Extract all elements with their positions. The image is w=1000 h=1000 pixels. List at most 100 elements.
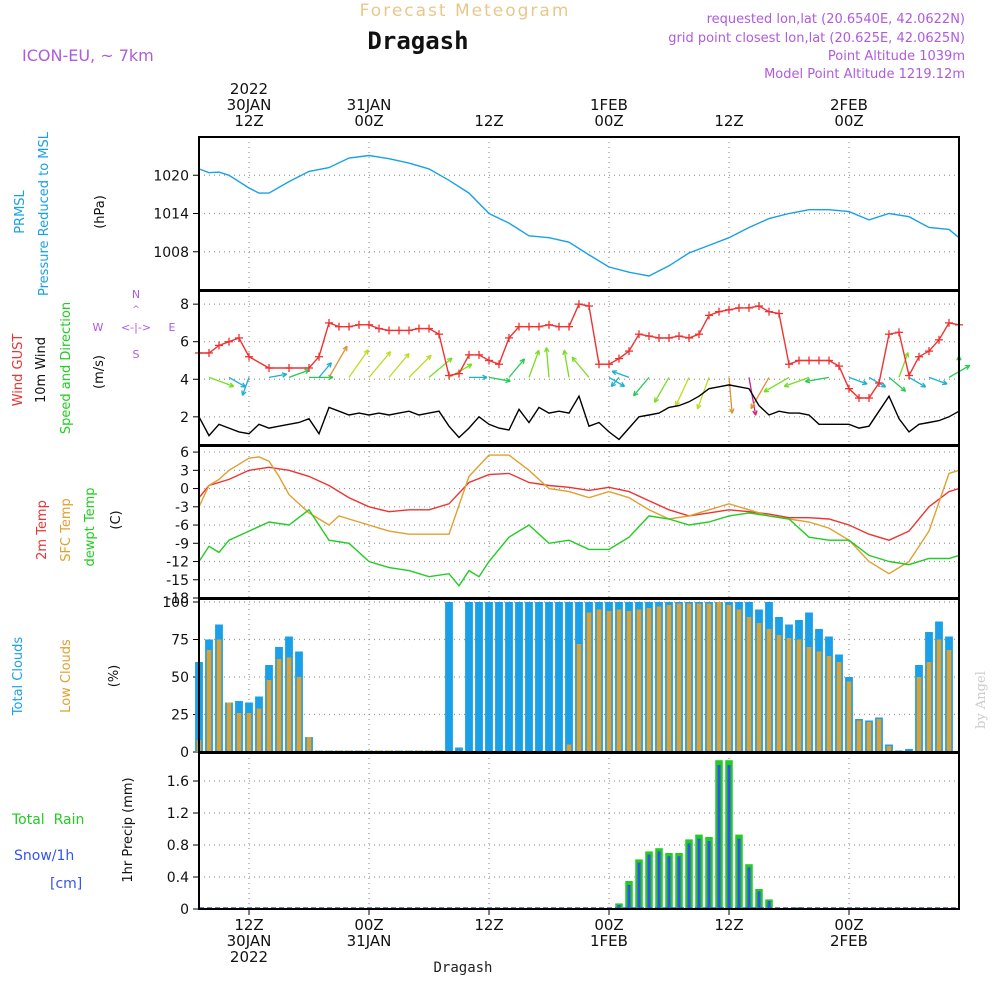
gust-marker	[715, 307, 723, 316]
wind-arrow-shaft	[488, 376, 511, 382]
wind-arrow	[562, 349, 570, 378]
total-cloud-bar	[565, 602, 573, 752]
low-cloud-bar	[266, 680, 272, 752]
gust-marker	[855, 394, 863, 403]
wind-arrow	[728, 377, 735, 414]
compass-n: N	[132, 288, 140, 301]
low-cloud-bar	[646, 608, 652, 752]
gust-marker	[865, 394, 873, 403]
low-cloud-bar	[686, 603, 692, 752]
wind-arrow-head	[729, 408, 733, 414]
wind-arrow-head	[281, 372, 287, 375]
wind-arrow-head	[241, 391, 247, 396]
wind-labels: Wind GUST 10m Wind Speed and Direction (…	[11, 288, 176, 434]
wind-arrow-shaft	[928, 376, 948, 385]
snow-bar	[617, 905, 621, 909]
wind-arrow-head	[966, 365, 971, 370]
wind-arrow	[783, 376, 810, 388]
wind-arrow-shaft	[388, 353, 410, 378]
wind-arrow-shaft	[763, 376, 790, 393]
wind-arrow-head	[697, 405, 702, 410]
gust-marker	[635, 330, 643, 339]
y-tick-label: 2	[180, 410, 189, 426]
bottom-axis-label: 2FEB	[830, 932, 868, 950]
wind-arrow-head	[544, 347, 547, 353]
wind-arrow-shaft	[318, 362, 332, 378]
wind-arrow-shaft	[563, 350, 570, 378]
gust-marker	[915, 352, 923, 361]
wind-arrow	[632, 376, 650, 397]
y-tick-label: 75	[171, 633, 189, 649]
pressure-label-msl: Pressure Reduced to MSL	[37, 131, 52, 296]
low-cloud-bar	[676, 603, 682, 752]
gust-marker	[745, 303, 753, 312]
low-cloud-bar	[586, 612, 592, 752]
low-cloud-bar	[866, 722, 872, 752]
snow-bar	[747, 867, 751, 909]
compass-e: E	[169, 321, 176, 334]
temperature-panel: 6 3 0 -3 -6 -9 -12 -15 -18	[166, 445, 960, 607]
low-cloud-bar	[726, 605, 732, 752]
wind-arrow-head	[621, 381, 626, 387]
gust-marker	[885, 330, 893, 339]
total-cloud-bar	[535, 602, 543, 752]
y-tick-label: 6	[180, 445, 189, 461]
top-axis-label: 1FEB	[590, 96, 628, 114]
snow-bar	[647, 854, 651, 909]
wind-arrow-head	[783, 382, 789, 387]
wind-arrow-head	[426, 354, 432, 358]
wind-arrow-shaft	[328, 345, 348, 378]
pressure-label-prmsl: PRMSL	[13, 189, 28, 233]
low-cloud-bar	[806, 647, 812, 752]
wind-arrow-head	[942, 383, 948, 386]
wind-arrow-head	[534, 349, 540, 355]
wind-arrow-head	[632, 390, 636, 396]
wind-arrow-head	[482, 374, 488, 378]
temp-label-sfc: SFC Temp	[59, 498, 74, 562]
y-tick-label: 0.8	[167, 838, 189, 854]
gust-marker	[535, 322, 543, 331]
wind-arrow-shaft	[208, 376, 235, 388]
pressure-label-unit: (hPa)	[93, 195, 108, 229]
wind-arrow	[488, 376, 511, 384]
pressure-labels: PRMSL Pressure Reduced to MSL (hPa)	[13, 131, 108, 296]
gust-marker	[455, 369, 463, 378]
gust-marker	[735, 303, 743, 312]
low-cloud-bar	[606, 611, 612, 752]
wind-arrow	[653, 377, 670, 403]
wind-arrow-head	[563, 349, 568, 355]
top-axis-label: 12Z	[234, 112, 263, 130]
wind-arrow-shaft	[428, 357, 453, 378]
wind-arrow-head	[902, 386, 907, 392]
wind-arrow-head	[407, 353, 410, 359]
wind-arrow-shaft	[545, 347, 550, 378]
credit: by Angel	[974, 671, 989, 729]
wind-arrow-shaft	[728, 377, 733, 414]
wind-arrow-shaft	[241, 377, 250, 396]
wind-arrow-head	[404, 352, 410, 357]
low-cloud-bar	[246, 713, 252, 752]
wind-arrow-head	[328, 376, 334, 381]
wind-arrow-head	[538, 350, 541, 356]
low-cloud-bar	[656, 606, 662, 752]
wind-arrow-shaft	[750, 377, 770, 409]
low-cloud-bar	[226, 702, 232, 752]
panel-frame	[198, 445, 960, 599]
low-cloud-bar	[296, 677, 302, 752]
y-tick-label: 1.2	[167, 806, 189, 822]
wind-arrow	[508, 358, 526, 378]
low-cloud-bar	[706, 603, 712, 752]
gust-marker	[285, 364, 293, 372]
low-cloud-bar	[786, 638, 792, 752]
snow-bar	[757, 891, 761, 909]
wind-gust-line	[199, 303, 960, 399]
wind-arrow-head	[228, 385, 234, 388]
wind-arrow	[675, 377, 690, 407]
gust-marker	[895, 328, 903, 337]
snow-bar	[707, 841, 711, 909]
gust-marker	[465, 350, 473, 359]
low-cloud-bar	[736, 609, 742, 752]
wind-arrow	[388, 352, 410, 378]
low-cloud-bar	[596, 609, 602, 752]
